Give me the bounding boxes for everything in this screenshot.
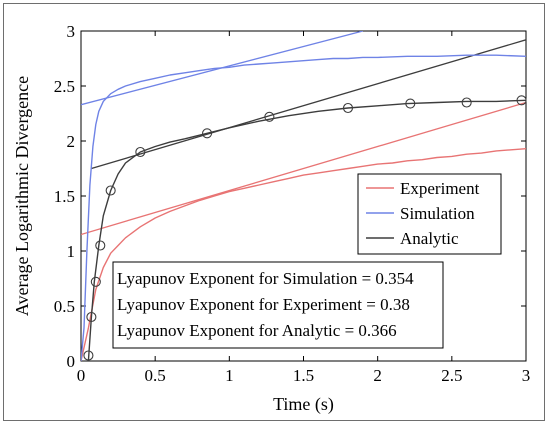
x-tick-label: 0.5 [145, 366, 166, 385]
series-line-analytic [87, 99, 526, 361]
series-point-analytic [105, 185, 116, 196]
y-tick-label: 2 [67, 132, 76, 151]
series-point-analytic [83, 350, 94, 361]
y-tick-label: 1.5 [54, 187, 75, 206]
series-point-analytic [405, 98, 416, 109]
series-point-analytic [202, 128, 213, 139]
fit-line-analytic [91, 39, 526, 170]
series-point-analytic [264, 111, 275, 122]
series-line-simulation [81, 54, 526, 361]
legend-label-simulation: Simulation [400, 204, 475, 223]
x-tick-label: 1.5 [293, 366, 314, 385]
x-tick-label: 0 [77, 366, 86, 385]
series-point-analytic [135, 146, 146, 158]
series-point-analytic [86, 311, 97, 323]
y-tick-label: 2.5 [54, 77, 75, 96]
annotation-text: Lyapunov Exponent for Analytic = 0.366 [117, 321, 397, 340]
x-axis-label: Time (s) [273, 394, 334, 415]
series-point-analytic [90, 276, 101, 287]
y-tick-label: 0 [67, 352, 76, 371]
series-point-analytic [95, 240, 106, 251]
legend-label-analytic: Analytic [400, 229, 459, 248]
y-tick-label: 1 [67, 242, 76, 261]
annotation-text: Lyapunov Exponent for Experiment = 0.38 [117, 295, 410, 314]
x-tick-label: 3 [522, 366, 531, 385]
series-point-analytic [516, 95, 527, 106]
x-tick-label: 1 [225, 366, 234, 385]
series-point-analytic [342, 102, 354, 114]
annotation-text: Lyapunov Exponent for Simulation = 0.354 [117, 269, 414, 288]
legend-label-experiment: Experiment [400, 179, 480, 198]
y-tick-label: 0.5 [54, 297, 75, 316]
y-tick-label: 3 [67, 22, 76, 41]
x-tick-label: 2 [373, 366, 382, 385]
series-line-experiment [81, 148, 526, 361]
x-tick-label: 2.5 [441, 366, 462, 385]
y-axis-label: Average Logarithmic Divergence [12, 76, 32, 316]
annotation-box [112, 261, 444, 349]
series-point-analytic [461, 97, 472, 108]
fit-line-experiment [81, 101, 526, 236]
